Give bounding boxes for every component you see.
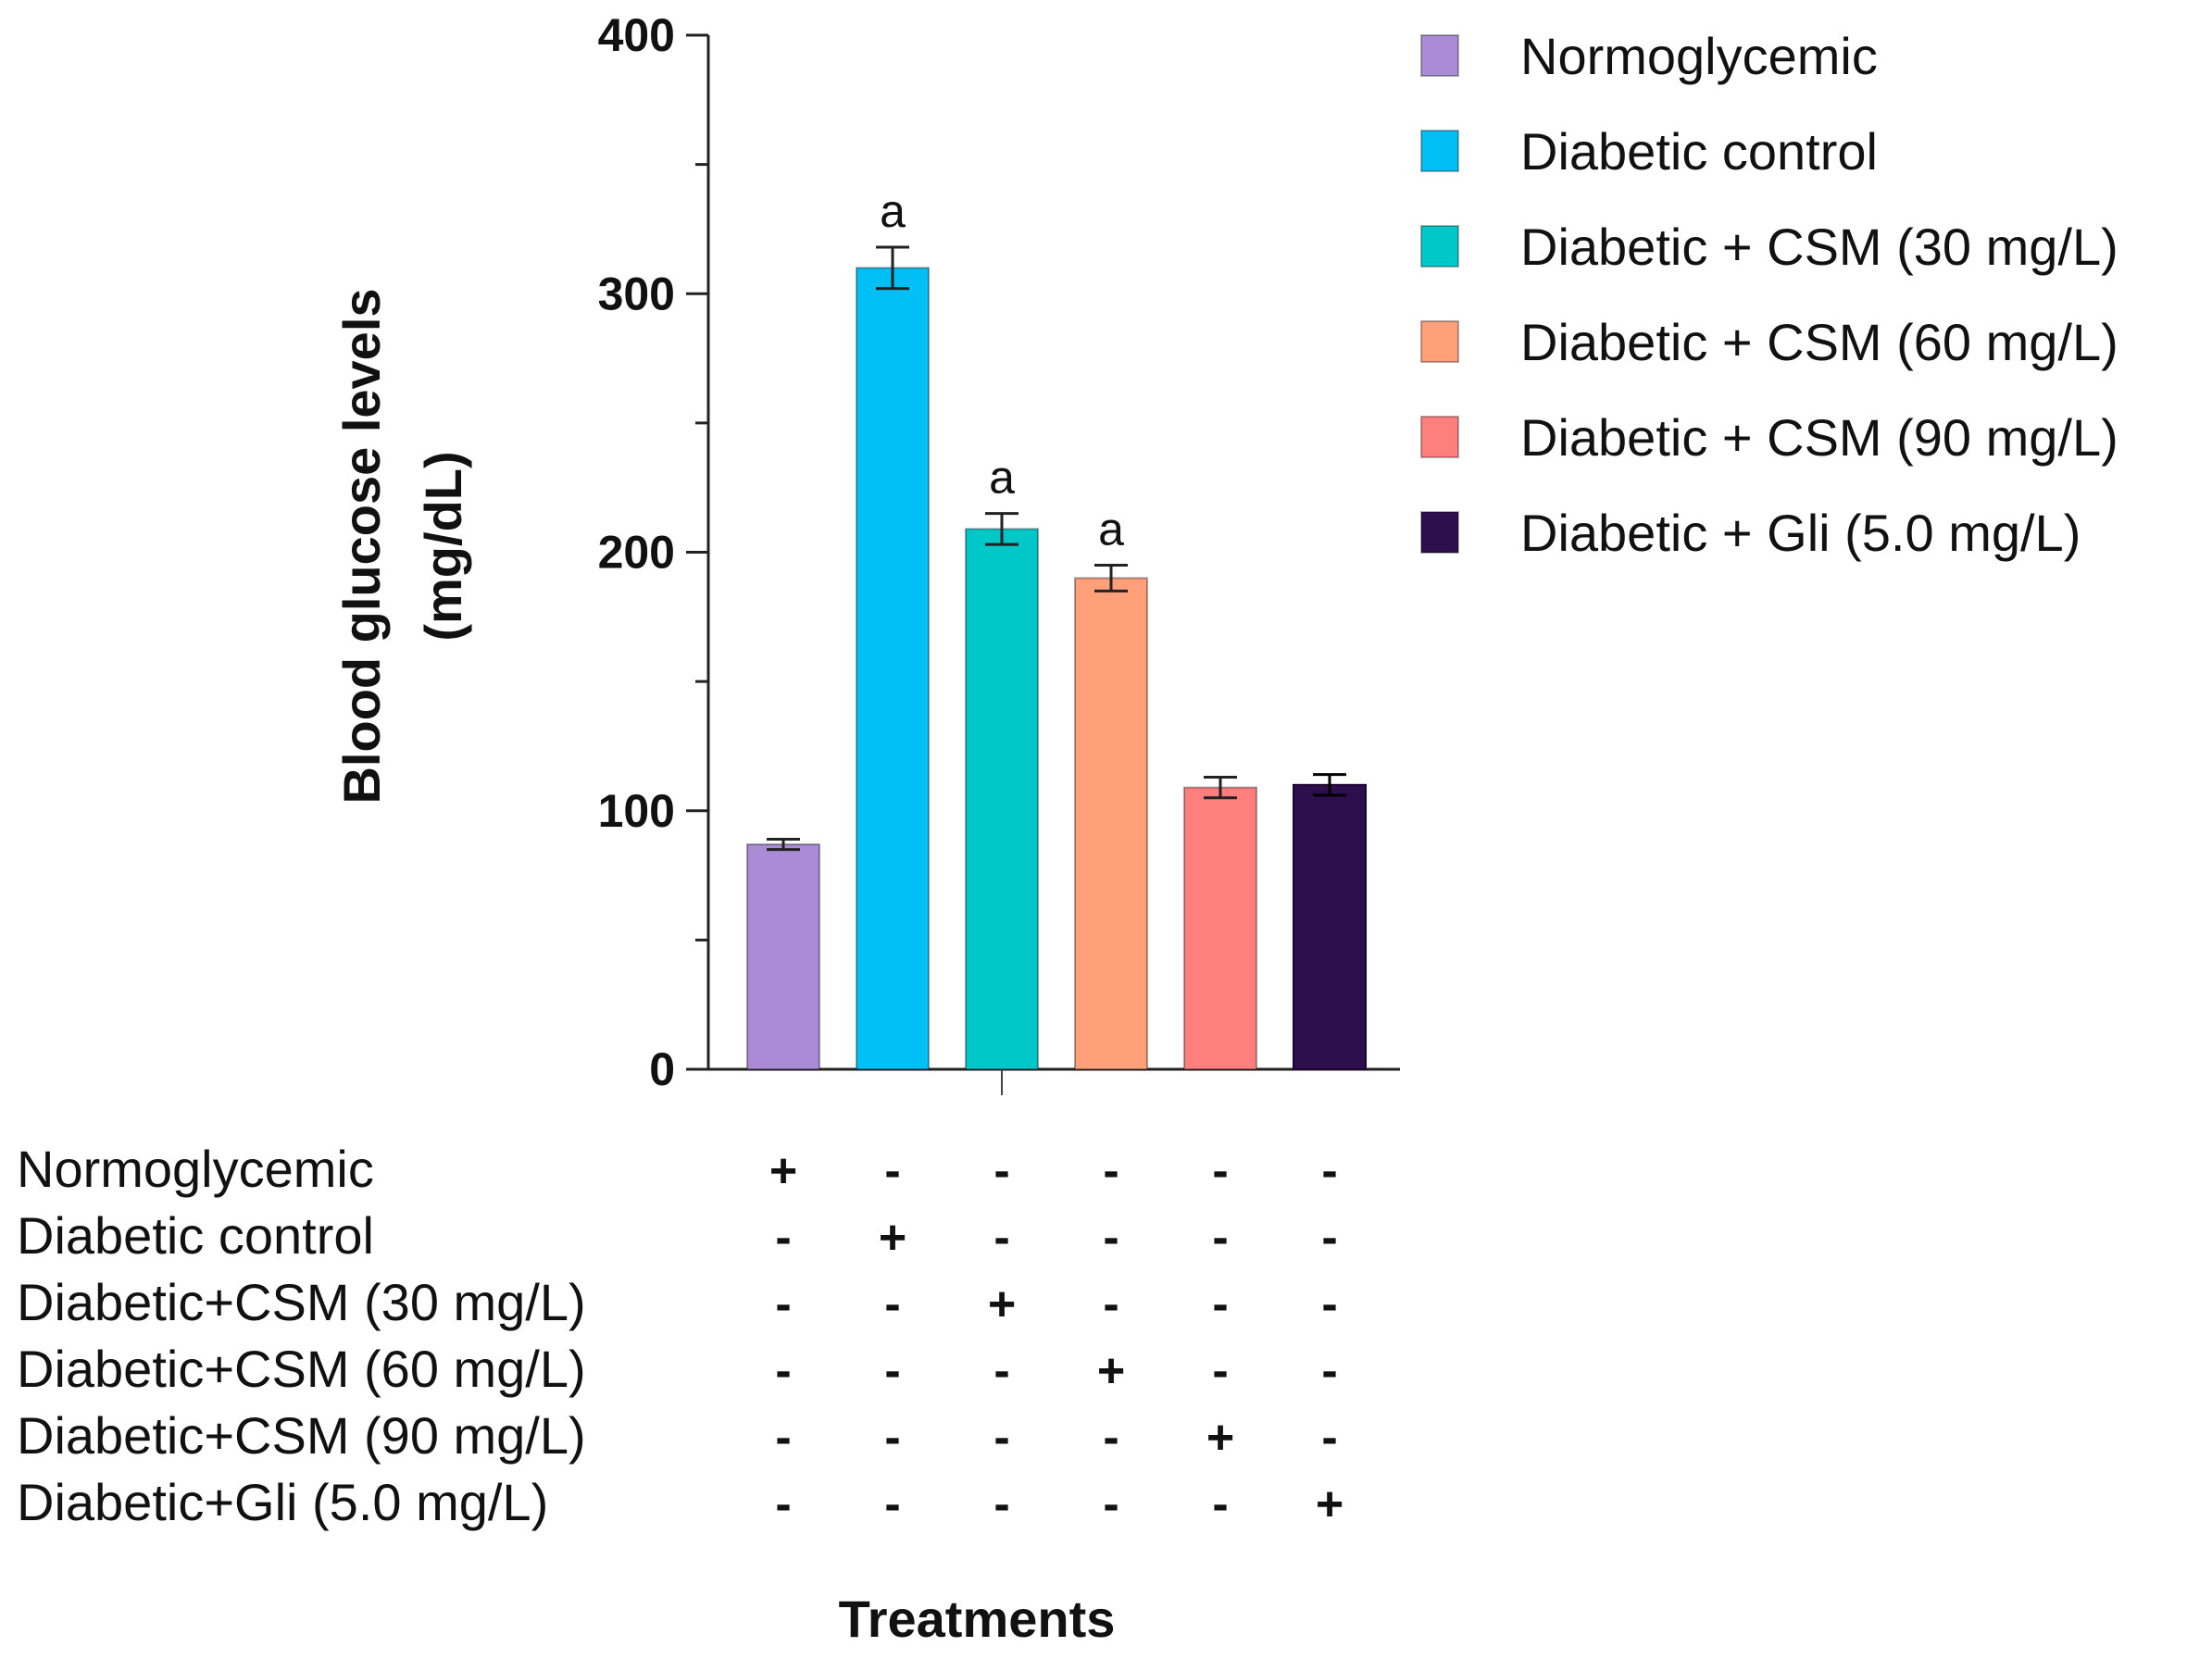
- treatment-minus: -: [884, 1411, 900, 1465]
- treatment-row-label: Diabetic control: [17, 1206, 374, 1265]
- treatment-minus: -: [1321, 1411, 1337, 1465]
- treatment-plus: +: [1316, 1478, 1343, 1531]
- chart-axes: 0 100 200 300 400: [598, 9, 1400, 1095]
- treatment-minus: -: [1103, 1144, 1118, 1198]
- treatment-minus: -: [775, 1344, 791, 1398]
- legend-label: Diabetic + CSM (90 mg/L): [1520, 408, 2118, 467]
- legend-label: Diabetic + Gli (5.0 mg/L): [1520, 504, 2081, 562]
- treatment-minus: -: [884, 1278, 900, 1331]
- significance-label: a: [989, 452, 1015, 504]
- y-tick-label: 100: [598, 785, 675, 837]
- legend-label: Diabetic + CSM (60 mg/L): [1520, 313, 2118, 371]
- legend-swatch: [1420, 225, 1459, 268]
- treatment-minus: -: [775, 1278, 791, 1331]
- y-tick-label: 200: [598, 527, 675, 579]
- treatment-row-label: Diabetic+CSM (60 mg/L): [17, 1340, 586, 1398]
- legend-swatch: [1420, 511, 1459, 554]
- treatment-row-label: Diabetic+CSM (90 mg/L): [17, 1406, 586, 1465]
- legend-label: Diabetic + CSM (30 mg/L): [1520, 218, 2118, 276]
- bar: [856, 267, 930, 1070]
- treatment-minus: -: [1103, 1411, 1118, 1465]
- treatment-minus: -: [775, 1478, 791, 1531]
- treatment-minus: -: [1212, 1278, 1228, 1331]
- y-tick-label: 0: [649, 1043, 675, 1095]
- treatment-minus: -: [884, 1478, 900, 1531]
- treatment-row-label: Normoglycemic: [17, 1140, 374, 1198]
- treatment-row-label: Diabetic+CSM (30 mg/L): [17, 1273, 586, 1331]
- treatment-plus: +: [769, 1144, 797, 1198]
- chart-legend: Normoglycemic Diabetic control Diabetic + …: [1420, 27, 2118, 562]
- treatment-minus: -: [1321, 1144, 1337, 1198]
- treatment-row-label: Diabetic+Gli (5.0 mg/L): [17, 1473, 548, 1531]
- treatment-minus: -: [1212, 1344, 1228, 1398]
- treatment-minus: -: [994, 1144, 1009, 1198]
- significance-label: a: [880, 185, 906, 237]
- legend-swatch: [1420, 416, 1459, 458]
- legend-swatch: [1420, 130, 1459, 172]
- y-axis-unit: (mg/dL): [414, 451, 472, 641]
- treatment-minus: -: [775, 1211, 791, 1265]
- treatment-minus: -: [994, 1344, 1009, 1398]
- treatment-plus: +: [1097, 1344, 1125, 1398]
- bar: [1183, 786, 1257, 1070]
- treatment-minus: -: [1103, 1278, 1118, 1331]
- y-axis-title: Blood glucose levels: [332, 288, 391, 804]
- treatment-minus: -: [884, 1344, 900, 1398]
- significance-label: a: [1098, 503, 1124, 555]
- bar-group: a a a: [746, 185, 1367, 1070]
- treatment-plus: +: [1206, 1411, 1234, 1465]
- legend-swatch: [1420, 320, 1459, 363]
- y-tick-label: 300: [598, 268, 675, 319]
- treatment-minus: -: [1212, 1144, 1228, 1198]
- treatment-minus: -: [1321, 1278, 1337, 1331]
- treatment-minus: -: [884, 1144, 900, 1198]
- treatment-table: Normoglycemic + - - - - - Diabetic control - + - - -…: [17, 1140, 1343, 1531]
- x-axis-title: Treatments: [839, 1590, 1116, 1648]
- treatment-minus: -: [1212, 1211, 1228, 1265]
- bar: [1074, 577, 1148, 1070]
- legend-label: Diabetic control: [1520, 122, 1878, 181]
- treatment-plus: +: [988, 1278, 1016, 1331]
- bar: [1293, 783, 1367, 1070]
- treatment-minus: -: [1212, 1478, 1228, 1531]
- treatment-minus: -: [994, 1478, 1009, 1531]
- legend-swatch: [1420, 34, 1459, 77]
- bar: [965, 528, 1039, 1070]
- bar: [746, 843, 820, 1070]
- treatment-minus: -: [1321, 1344, 1337, 1398]
- treatment-minus: -: [994, 1411, 1009, 1465]
- treatment-minus: -: [1103, 1211, 1118, 1265]
- treatment-minus: -: [775, 1411, 791, 1465]
- y-tick-label: 400: [598, 9, 675, 61]
- treatment-minus: -: [994, 1211, 1009, 1265]
- legend-label: Normoglycemic: [1520, 27, 1878, 85]
- treatment-minus: -: [1321, 1211, 1337, 1265]
- treatment-plus: +: [879, 1211, 906, 1265]
- treatment-minus: -: [1103, 1478, 1118, 1531]
